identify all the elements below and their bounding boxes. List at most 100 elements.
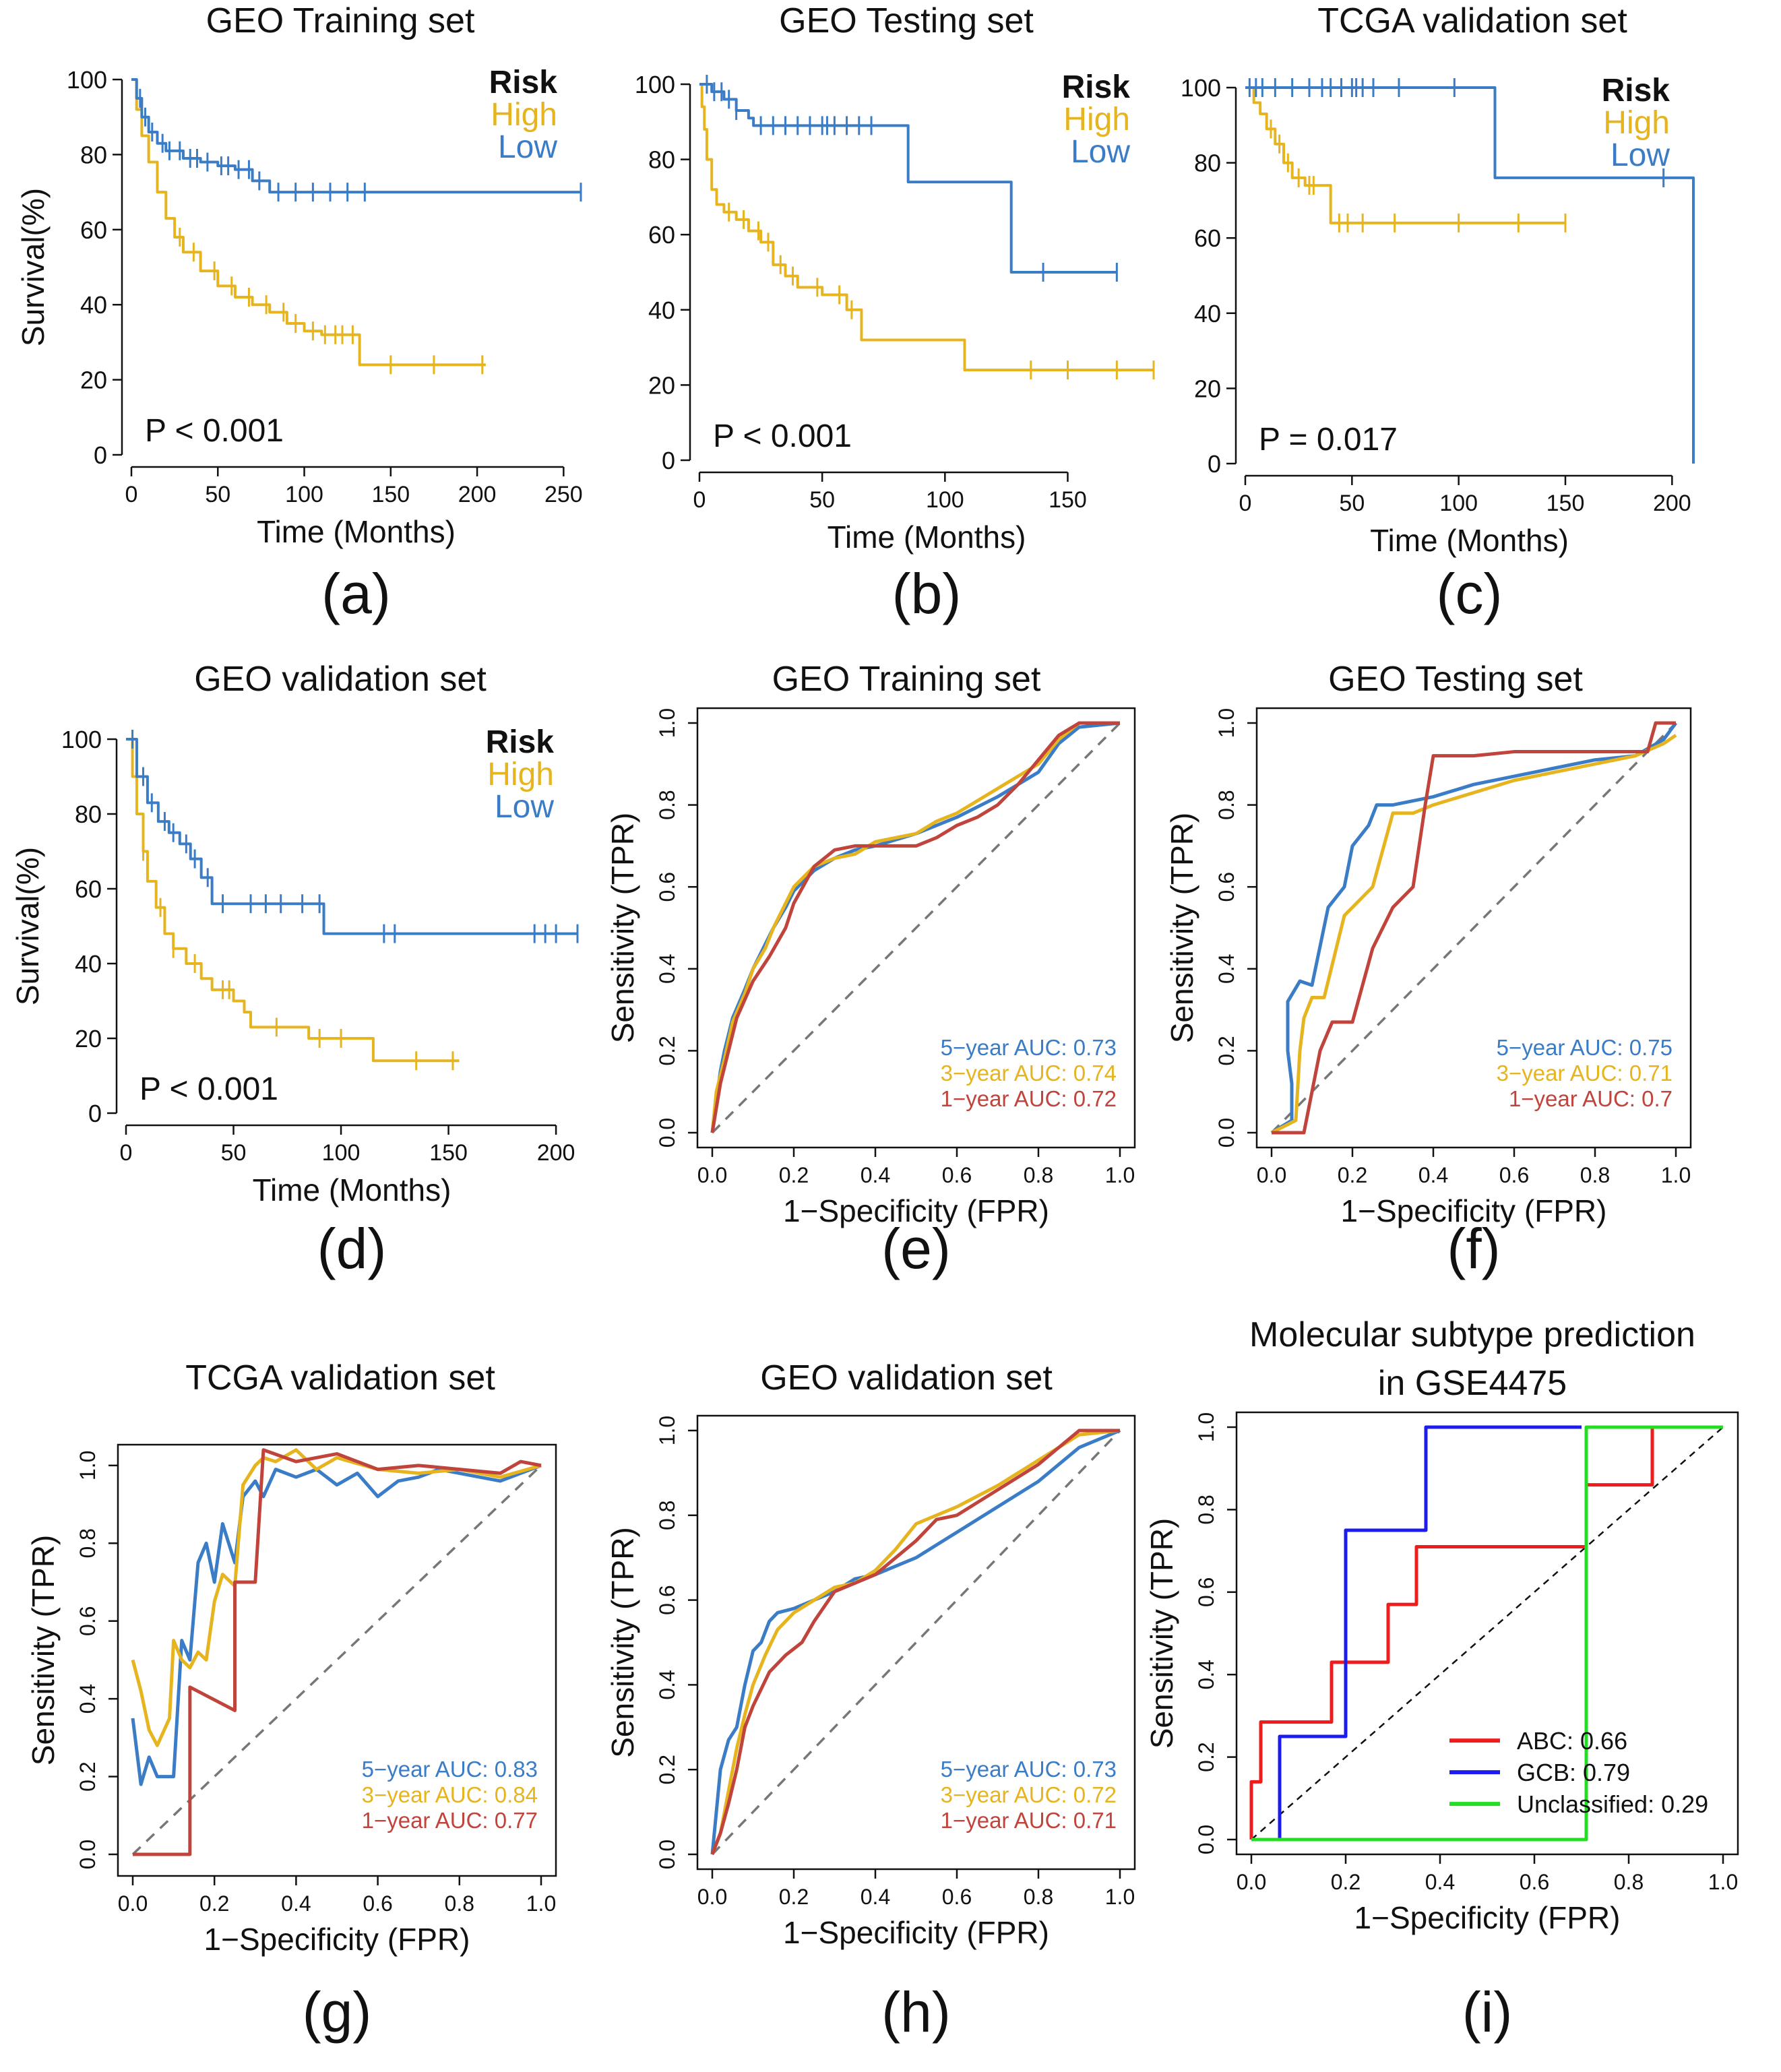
y-tick-label: 40 xyxy=(648,296,675,324)
y-axis-label: Sensitivity (TPR) xyxy=(1144,1518,1179,1749)
legend-entry-high: High xyxy=(1063,102,1130,137)
panel-title: TCGA validation set xyxy=(1317,1,1627,40)
x-tick-label: 0 xyxy=(120,1140,133,1166)
y-axis-label: Sensitivity (TPR) xyxy=(605,1527,640,1757)
series-line-high xyxy=(1245,86,1565,224)
panel-label: (i) xyxy=(1462,1980,1513,2044)
legend-entry-high: High xyxy=(487,757,554,792)
x-tick-label: 0.6 xyxy=(363,1891,392,1916)
x-axis-label: Time (Months) xyxy=(253,1172,451,1207)
y-tick-label: 0.4 xyxy=(655,1670,679,1699)
y-tick-label: 20 xyxy=(1194,375,1221,402)
plot-frame xyxy=(696,707,1136,1149)
x-tick-label: 0.2 xyxy=(779,1885,809,1909)
legend-entry-high: High xyxy=(491,97,557,133)
series-line-1-year-auc-0-71 xyxy=(710,1429,1120,1855)
legend-entry-auc: 3−year AUC: 0.71 xyxy=(1497,1061,1673,1086)
y-tick-label: 0 xyxy=(88,1100,102,1127)
x-axis-label: 1−Specificity (FPR) xyxy=(783,1915,1049,1950)
p-value: P = 0.017 xyxy=(1259,422,1398,458)
panel-title: GEO Testing set xyxy=(779,1,1034,40)
series-line-low xyxy=(699,83,1117,274)
y-tick-label: 0.8 xyxy=(75,1528,100,1558)
legend-entry-high: High xyxy=(1603,105,1670,141)
x-tick-label: 0.6 xyxy=(942,1885,972,1909)
y-axis-label: Sensitivity (TPR) xyxy=(605,813,640,1043)
legend-title: Risk xyxy=(486,724,555,760)
censor-marks-low xyxy=(706,75,1118,282)
y-tick-label: 0.0 xyxy=(655,1840,679,1869)
series-line-1-year-auc-0-77 xyxy=(133,1448,542,1856)
y-axis-label: Sensitivity (TPR) xyxy=(26,1535,61,1765)
x-tick-label: 0.0 xyxy=(697,1163,727,1187)
axes xyxy=(1226,86,1673,485)
x-tick-label: 0.2 xyxy=(1338,1163,1367,1187)
censor-marks-low xyxy=(131,730,579,943)
panel-h: GEO validation set 0.0 0.2 0.4 0.6 0.8 1.0 0.0 0… xyxy=(605,1358,1136,2044)
x-tick-label: 0.8 xyxy=(1024,1163,1053,1187)
reference-diagonal xyxy=(1270,722,1677,1134)
x-tick-label: 50 xyxy=(221,1140,247,1166)
censor-marks-low xyxy=(1248,78,1665,187)
y-tick-label: 100 xyxy=(61,726,102,753)
y-tick-label: 0.0 xyxy=(1214,1118,1239,1148)
axes xyxy=(681,83,1069,482)
censor-marks-high xyxy=(728,202,1155,380)
y-tick-label: 0.0 xyxy=(1194,1825,1218,1854)
legend-entry-low: Low xyxy=(1071,134,1130,170)
y-tick-label: 20 xyxy=(80,367,107,394)
y-tick-label: 100 xyxy=(635,71,675,98)
y-tick-label: 0.8 xyxy=(655,790,679,819)
x-tick-label: 1.0 xyxy=(1661,1163,1691,1187)
y-tick-label: 80 xyxy=(80,141,107,168)
plot-frame xyxy=(117,1443,557,1877)
panel-i: Molecular subtype prediction in GSE4475 0.… xyxy=(1144,1315,1739,2044)
legend-entry: ABC: 0.66 xyxy=(1517,1727,1627,1755)
series-line-high xyxy=(131,78,486,367)
legend-entry-low: Low xyxy=(498,129,557,165)
panel-d: GEO validation set 0 20 40 60 80 100 0 50 100 150 2… xyxy=(10,660,579,1280)
series-line-3-year-auc-0-72 xyxy=(710,1429,1121,1855)
y-tick-label: 0 xyxy=(94,441,107,469)
panel-label: (g) xyxy=(303,1980,372,2044)
y-tick-label: 0.4 xyxy=(655,954,679,984)
x-tick-label: 100 xyxy=(285,482,323,507)
legend-entry-low: Low xyxy=(495,789,554,825)
x-tick-label: 50 xyxy=(205,482,230,507)
x-tick-label: 0.4 xyxy=(281,1891,311,1916)
x-tick-label: 0.8 xyxy=(1580,1163,1610,1187)
y-tick-label: 60 xyxy=(1194,224,1221,252)
x-axis-label: 1−Specificity (FPR) xyxy=(1341,1193,1607,1228)
x-tick-label: 0.8 xyxy=(445,1891,474,1916)
y-tick-label: 0.4 xyxy=(1214,954,1239,984)
legend-entry-auc: 5−year AUC: 0.73 xyxy=(941,1035,1117,1060)
series-line-unclassified-0-29 xyxy=(1251,1425,1723,1842)
series-line-low xyxy=(126,738,577,935)
x-tick-label: 0.6 xyxy=(1520,1870,1549,1894)
y-tick-label: 0.6 xyxy=(655,1585,679,1614)
panel-label: (h) xyxy=(881,1980,951,2044)
y-tick-label: 1.0 xyxy=(1194,1412,1218,1442)
panel-a: GEO Training set 0 20 40 60 80 100 0 50 100 150 200… xyxy=(15,1,583,625)
y-tick-label: 0.0 xyxy=(655,1118,679,1148)
legend-entry-auc: 3−year AUC: 0.84 xyxy=(362,1782,538,1807)
y-tick-label: 60 xyxy=(648,221,675,249)
y-axis-label: Survival(%) xyxy=(10,847,45,1005)
panel-label: (b) xyxy=(892,562,962,625)
p-value: P < 0.001 xyxy=(145,413,284,449)
y-tick-label: 0.0 xyxy=(75,1840,100,1869)
y-tick-label: 0 xyxy=(1208,450,1221,478)
y-tick-label: 0.6 xyxy=(1214,872,1239,902)
x-tick-label: 0.4 xyxy=(861,1885,890,1909)
x-axis-label: Time (Months) xyxy=(827,520,1026,555)
series-line-5-year-auc-0-75 xyxy=(1270,722,1678,1135)
legend-entry-auc: 5−year AUC: 0.73 xyxy=(941,1757,1117,1782)
x-tick-label: 150 xyxy=(1546,491,1585,516)
panel-title-line2: in GSE4475 xyxy=(1378,1364,1567,1403)
y-tick-label: 40 xyxy=(1194,300,1221,327)
series-line-low xyxy=(131,78,581,194)
x-tick-label: 0.8 xyxy=(1024,1885,1053,1909)
x-tick-label: 1.0 xyxy=(1105,1885,1135,1909)
x-tick-label: 100 xyxy=(1439,491,1478,516)
reference-diagonal xyxy=(1251,1426,1724,1840)
